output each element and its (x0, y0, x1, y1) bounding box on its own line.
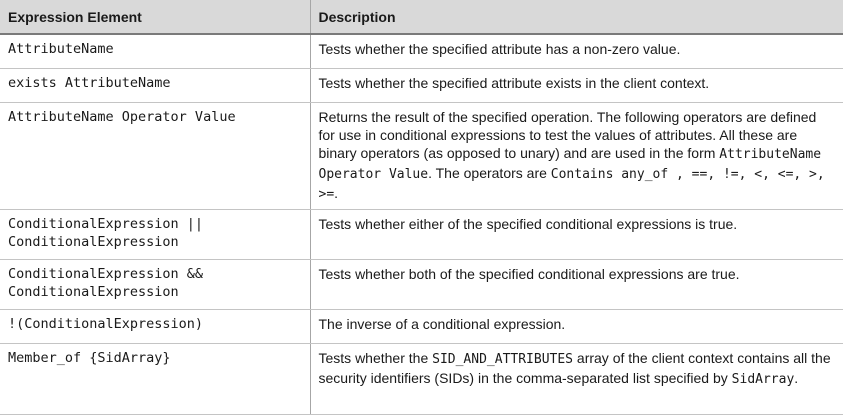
expression-cell: ConditionalExpression && ConditionalExpr… (0, 259, 311, 310)
expression-cell: ConditionalExpression || ConditionalExpr… (0, 209, 311, 260)
description-text: . (794, 369, 799, 386)
table-row: AttributeName Tests whether the specifie… (0, 34, 843, 69)
description-text: Returns the result of the specified oper… (318, 108, 817, 161)
header-expression-element: Expression Element (0, 0, 311, 35)
description-code: SID_AND_ATTRIBUTES (432, 351, 574, 367)
table-row: !(ConditionalExpression) The inverse of … (0, 309, 843, 344)
header-description: Description (310, 0, 843, 35)
table-row: Member_of {SidArray} Tests whether the S… (0, 343, 843, 415)
expression-cell: AttributeName (0, 34, 311, 69)
description-text: The inverse of a conditional expression. (318, 315, 566, 332)
description-cell: Tests whether the SID_AND_ATTRIBUTES arr… (310, 343, 843, 415)
table-row: exists AttributeName Tests whether the s… (0, 68, 843, 103)
description-cell: Tests whether either of the specified co… (310, 209, 843, 260)
expression-cell: Member_of {SidArray} (0, 343, 311, 415)
description-text: array of the client context contains all… (318, 349, 831, 386)
expression-cell: exists AttributeName (0, 68, 311, 103)
table-row: ConditionalExpression || ConditionalExpr… (0, 209, 843, 260)
description-cell: Tests whether the specified attribute ha… (310, 34, 843, 69)
description-text: . (334, 184, 339, 201)
expression-cell: !(ConditionalExpression) (0, 309, 311, 344)
description-cell: The inverse of a conditional expression. (310, 309, 843, 344)
description-code: AttributeName Operator Value (318, 146, 822, 182)
description-cell: Returns the result of the specified oper… (310, 102, 843, 210)
expression-cell: AttributeName Operator Value (0, 102, 311, 210)
description-cell: Tests whether the specified attribute ex… (310, 68, 843, 103)
description-code: Contains any_of , ==, !=, <, <=, >, >= (318, 166, 825, 202)
description-cell: Tests whether both of the specified cond… (310, 259, 843, 310)
table-row: ConditionalExpression && ConditionalExpr… (0, 259, 843, 310)
description-code: SidArray (731, 371, 795, 387)
description-text: Tests whether the specified attribute ex… (318, 74, 710, 91)
table-row: AttributeName Operator Value Returns the… (0, 102, 843, 210)
header-row: Expression Element Description (0, 0, 843, 35)
description-text: . The operators are (428, 164, 551, 181)
description-text: Tests whether both of the specified cond… (318, 265, 740, 282)
description-text: Tests whether the specified attribute ha… (318, 41, 681, 57)
description-text: Tests whether the (318, 349, 433, 366)
description-text: Tests whether either of the specified co… (318, 215, 738, 232)
